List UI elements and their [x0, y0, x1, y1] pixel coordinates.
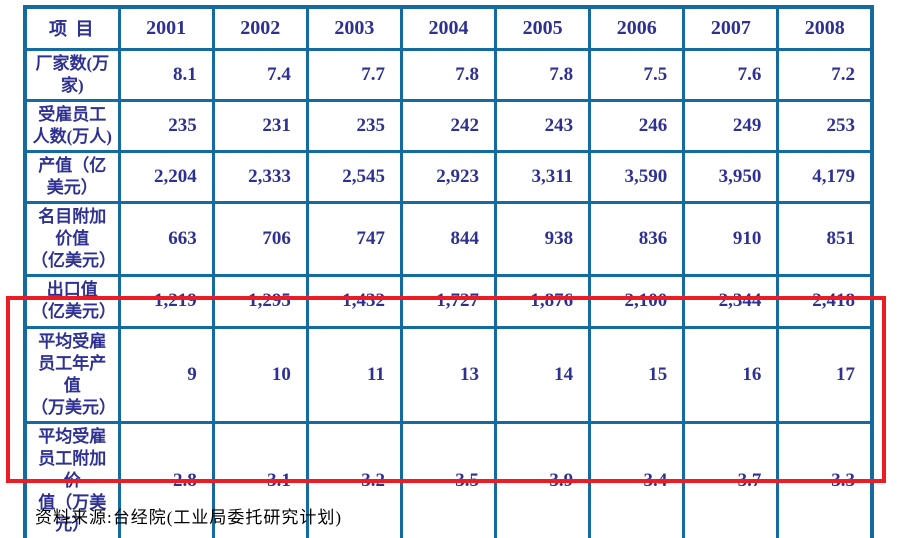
- value-cell: 2,418: [776, 274, 874, 329]
- value-cell: 10: [211, 325, 309, 424]
- value-cell: 3.4: [588, 420, 686, 538]
- value-cell: 2,333: [211, 149, 309, 205]
- value-cell: 3.9: [494, 420, 592, 538]
- source-note: 资料来源:台经院(工业局委托研究计划): [35, 508, 343, 527]
- value-cell: 7.4: [211, 47, 309, 102]
- value-cell: 938: [494, 201, 592, 278]
- table-body: 厂家数(万家) 8.1 7.4 7.7 7.8 7.8 7.5 7.6 7.2 受雇员工人数(万人…: [23, 47, 874, 538]
- year-column-header: 2002: [211, 5, 309, 51]
- year-column-header: 2003: [305, 5, 403, 51]
- value-cell: 231: [211, 98, 309, 153]
- row-label: 名目附加价值 （亿美元）: [23, 201, 121, 278]
- value-cell: 17: [776, 325, 874, 424]
- value-cell: 9: [117, 325, 215, 424]
- value-cell: 7.8: [494, 47, 592, 102]
- value-cell: 7.7: [305, 47, 403, 102]
- value-cell: 11: [305, 325, 403, 424]
- value-cell: 1,219: [117, 274, 215, 329]
- value-cell: 836: [588, 201, 686, 278]
- statistics-table: 项 目 2001 2002 2003 2004 2005 2006 2007 2008 厂家数…: [23, 5, 874, 538]
- value-cell: 16: [682, 325, 780, 424]
- year-column-header: 2004: [399, 5, 498, 51]
- value-cell: 7.6: [682, 47, 780, 102]
- value-cell: 235: [117, 98, 215, 153]
- value-cell: 8.1: [117, 47, 215, 102]
- value-cell: 7.2: [776, 47, 874, 102]
- table-row: 出口值（亿美元） 1,219 1,295 1,432 1,727 1,876 2,100 2,…: [23, 274, 874, 329]
- value-cell: 3,950: [682, 149, 780, 205]
- table-header: 项 目 2001 2002 2003 2004 2005 2006 2007 2008: [23, 5, 874, 51]
- row-label: 受雇员工人数(万人): [23, 98, 121, 153]
- value-cell: 2,923: [399, 149, 498, 205]
- value-cell: 1,876: [494, 274, 592, 329]
- value-cell: 253: [776, 98, 874, 153]
- value-cell: 242: [399, 98, 498, 153]
- value-cell: 3.5: [399, 420, 498, 538]
- header-row: 项 目 2001 2002 2003 2004 2005 2006 2007 2008: [23, 5, 874, 51]
- value-cell: 747: [305, 201, 403, 278]
- value-cell: 7.8: [399, 47, 498, 102]
- value-cell: 15: [588, 325, 686, 424]
- value-cell: 13: [399, 325, 498, 424]
- row-label: 出口值（亿美元）: [23, 274, 121, 329]
- row-label: 平均受雇员工年产值 （万美元）: [23, 325, 121, 424]
- value-cell: 1,295: [211, 274, 309, 329]
- item-column-header: 项 目: [23, 5, 121, 51]
- value-cell: 910: [682, 201, 780, 278]
- value-cell: 243: [494, 98, 592, 153]
- row-label: 产值（亿美元）: [23, 149, 121, 205]
- year-column-header: 2006: [588, 5, 686, 51]
- year-column-header: 2001: [117, 5, 215, 51]
- value-cell: 14: [494, 325, 592, 424]
- value-cell: 2,545: [305, 149, 403, 205]
- value-cell: 706: [211, 201, 309, 278]
- table-row: 平均受雇员工年产值 （万美元） 9 10 11 13 14 15 16 17: [23, 325, 874, 424]
- value-cell: 7.5: [588, 47, 686, 102]
- value-cell: 3,311: [494, 149, 592, 205]
- value-cell: 2,204: [117, 149, 215, 205]
- year-column-header: 2005: [494, 5, 592, 51]
- value-cell: 2,100: [588, 274, 686, 329]
- table-row: 名目附加价值 （亿美元） 663 706 747 844 938 836 910 851: [23, 201, 874, 278]
- value-cell: 3,590: [588, 149, 686, 205]
- value-cell: 851: [776, 201, 874, 278]
- table-row: 产值（亿美元） 2,204 2,333 2,545 2,923 3,311 3,590 3,9…: [23, 149, 874, 205]
- value-cell: 246: [588, 98, 686, 153]
- value-cell: 4,179: [776, 149, 874, 205]
- row-label: 厂家数(万家): [23, 47, 121, 102]
- table-row: 厂家数(万家) 8.1 7.4 7.7 7.8 7.8 7.5 7.6 7.2: [23, 47, 874, 102]
- value-cell: 3.7: [682, 420, 780, 538]
- value-cell: 249: [682, 98, 780, 153]
- row-label: 平均受雇员工附加价 值（万美元）: [23, 420, 121, 538]
- value-cell: 1,727: [399, 274, 498, 329]
- value-cell: 3.3: [776, 420, 874, 538]
- value-cell: 844: [399, 201, 498, 278]
- year-column-header: 2008: [776, 5, 874, 51]
- value-cell: 2,344: [682, 274, 780, 329]
- table-row: 受雇员工人数(万人) 235 231 235 242 243 246 249 253: [23, 98, 874, 153]
- year-column-header: 2007: [682, 5, 780, 51]
- value-cell: 1,432: [305, 274, 403, 329]
- value-cell: 235: [305, 98, 403, 153]
- value-cell: 663: [117, 201, 215, 278]
